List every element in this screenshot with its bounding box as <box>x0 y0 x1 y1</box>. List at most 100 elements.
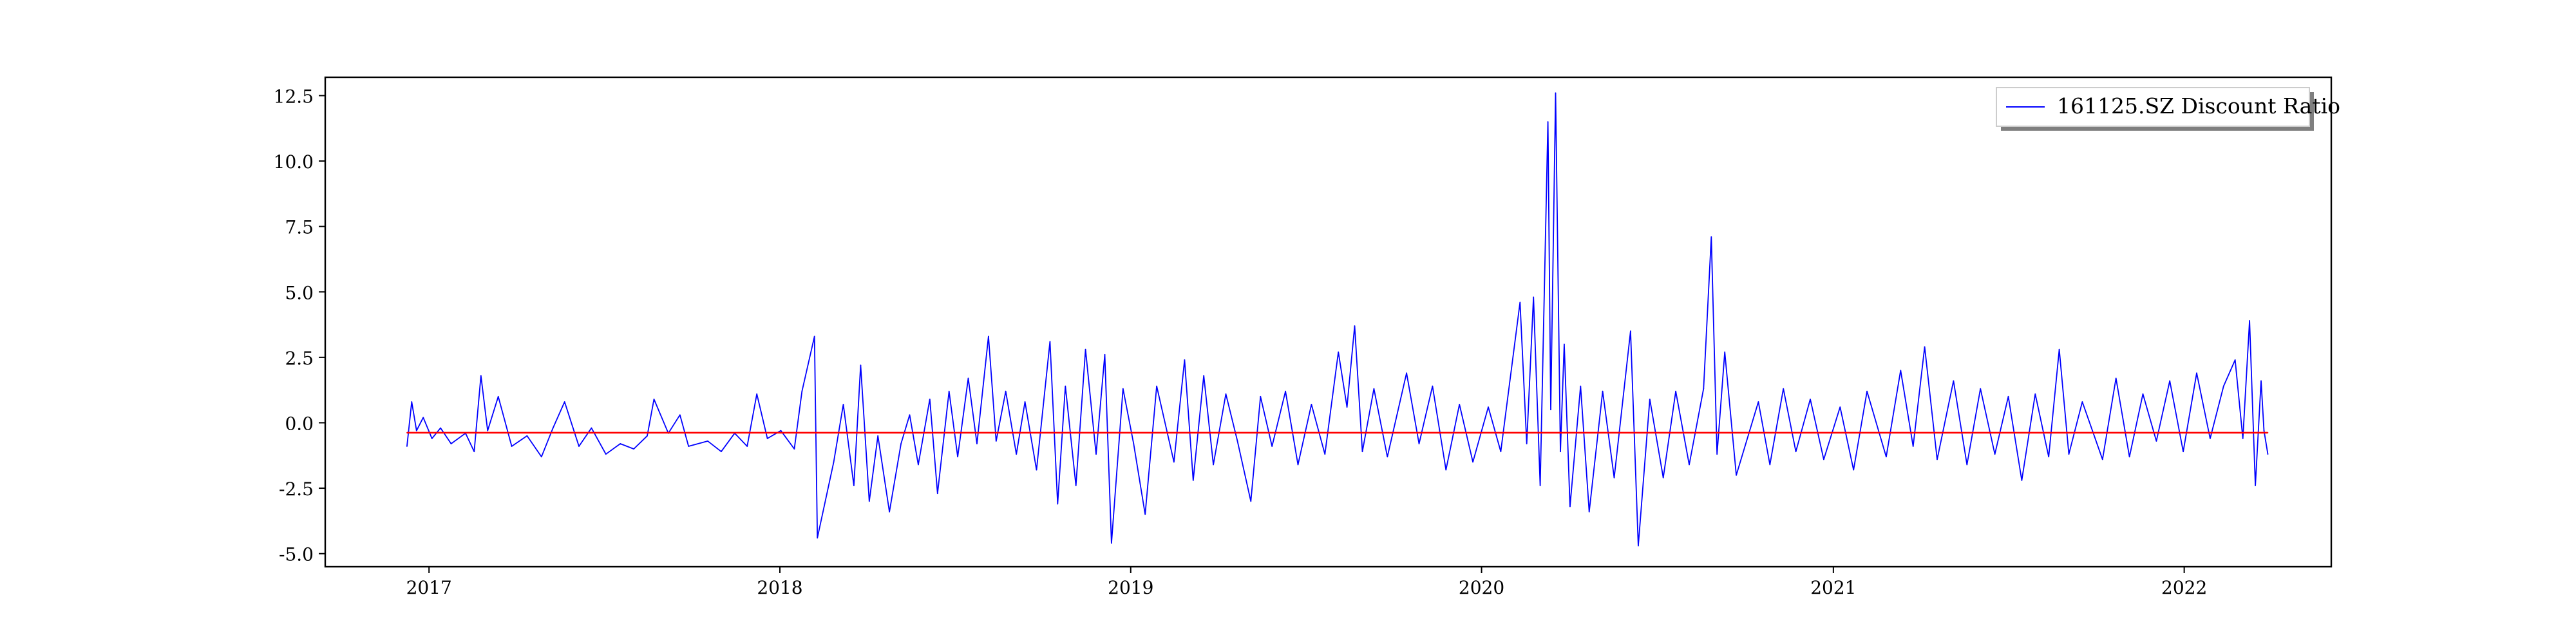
discount-ratio-point <box>1937 459 1938 460</box>
discount-ratio-point <box>780 430 782 431</box>
discount-ratio-point <box>813 336 815 337</box>
discount-ratio-point <box>2210 438 2211 439</box>
discount-ratio-point <box>1710 236 1712 238</box>
legend: 161125.SZ Discount Ratio <box>1996 87 2340 131</box>
discount-ratio-point <box>936 493 938 495</box>
discount-ratio-point <box>1757 401 1759 402</box>
discount-ratio-point <box>487 430 489 431</box>
discount-ratio-point <box>967 377 969 379</box>
discount-ratio-point <box>1016 453 1018 455</box>
y-axis: -5.0 -2.5 0.0 2.5 5.0 7.5 10.0 12.5 <box>274 86 325 565</box>
discount-ratio-point <box>2234 359 2236 361</box>
legend-box <box>1996 87 2310 127</box>
y-tick-label: -5.0 <box>279 544 314 565</box>
discount-ratio-point <box>995 440 997 442</box>
discount-ratio-point <box>1133 443 1135 444</box>
discount-ratio-point <box>766 438 768 439</box>
discount-ratio-point <box>988 336 989 337</box>
discount-ratio-point <box>1539 485 1541 486</box>
discount-ratio-point <box>1297 464 1299 466</box>
discount-ratio-point <box>1122 388 1124 390</box>
discount-ratio-point <box>1354 325 1356 327</box>
discount-ratio-point <box>1519 301 1521 303</box>
discount-ratio-point <box>2196 372 2197 374</box>
discount-ratio-point <box>1560 451 1561 453</box>
discount-ratio-point <box>756 393 758 395</box>
axes-frame <box>324 76 2333 568</box>
discount-ratio-point <box>1236 440 1238 442</box>
discount-ratio-point <box>1203 375 1205 377</box>
discount-ratio-point <box>2142 393 2144 395</box>
discount-ratio-point <box>817 537 819 539</box>
discount-ratio-point <box>976 443 978 444</box>
discount-ratio-point <box>1338 351 1340 353</box>
y-tick-label: -2.5 <box>279 478 314 500</box>
discount-ratio-point <box>746 446 748 447</box>
discount-ratio-point <box>1769 464 1771 466</box>
y-tick-label: 10.0 <box>274 151 314 173</box>
y-tick-label: 7.5 <box>285 217 314 238</box>
discount-ratio-point <box>564 401 565 402</box>
discount-ratio-point <box>2128 456 2130 458</box>
discount-ratio-point <box>833 461 835 463</box>
discount-ratio-point <box>1213 464 1214 466</box>
discount-ratio-point <box>1886 456 1887 458</box>
discount-ratio-point <box>1966 464 1968 466</box>
discount-ratio-point <box>1912 446 1914 447</box>
discount-ratio-point <box>1192 480 1194 481</box>
discount-ratio-point <box>1104 354 1106 355</box>
discount-ratio-point <box>2249 320 2251 321</box>
discount-ratio-point <box>1049 341 1051 343</box>
x-tick-label: 2021 <box>1810 577 1856 598</box>
discount-ratio-point <box>1613 477 1615 478</box>
discount-ratio-point <box>411 401 413 402</box>
discount-ratio-point <box>1823 459 1824 460</box>
discount-ratio-point <box>1418 443 1420 444</box>
discount-ratio-point <box>1630 330 1631 332</box>
discount-ratio-point <box>1569 506 1571 507</box>
discount-ratio-point <box>801 390 803 392</box>
x-axis: 2017 2018 2019 2020 2021 2022 <box>406 567 2207 598</box>
discount-ratio-point <box>406 446 408 447</box>
discount-ratio-point <box>1853 469 1855 471</box>
discount-ratio-point <box>2115 377 2117 379</box>
discount-ratio-point <box>1432 385 1434 387</box>
discount-ratio-point <box>1260 395 1262 397</box>
discount-ratio-point <box>2007 395 2009 397</box>
discount-ratio-point <box>1075 485 1077 486</box>
x-tick-label: 2019 <box>1108 577 1153 598</box>
discount-ratio-point <box>1703 388 1705 390</box>
discount-ratio-point <box>793 448 795 450</box>
discount-ratio-point <box>1173 461 1175 463</box>
discount-ratio-point <box>1324 453 1326 455</box>
discount-ratio-point <box>605 453 607 455</box>
plot-area: 2017 2018 2019 2020 2021 2022 -5.0 -2.5 0.0 2.5 5… <box>274 76 2333 598</box>
discount-ratio-point <box>1795 451 1797 453</box>
x-tick-label: 2017 <box>406 577 452 598</box>
discount-ratio-point <box>1555 92 1557 94</box>
discount-ratio-point <box>1311 404 1312 405</box>
discount-ratio-point <box>1406 372 1408 374</box>
discount-ratio-point <box>552 427 554 429</box>
discount-ratio-point <box>2155 440 2157 442</box>
discount-ratio-point <box>1547 121 1549 123</box>
discount-ratio-point <box>647 435 648 437</box>
discount-ratio-point <box>1036 469 1037 471</box>
discount-ratio-point <box>1361 451 1363 453</box>
x-tick-label: 2022 <box>2161 577 2207 598</box>
discount-ratio-point <box>1285 390 1286 392</box>
discount-ratio-point <box>2021 480 2023 481</box>
y-tick-label: 12.5 <box>274 86 314 107</box>
discount-ratio-point <box>653 399 655 400</box>
discount-ratio-point <box>721 451 722 453</box>
discount-ratio-point <box>1225 393 1227 395</box>
discount-ratio-point <box>2242 438 2244 439</box>
series-layer <box>406 92 2269 547</box>
discount-ratio-point <box>1724 351 1726 353</box>
discount-ratio-point <box>929 399 931 400</box>
discount-ratio-point <box>497 395 499 397</box>
discount-ratio-point <box>1866 390 1868 392</box>
discount-ratio-point <box>1459 404 1461 405</box>
discount-ratio-point <box>1445 469 1447 471</box>
discount-ratio-point <box>480 375 482 377</box>
